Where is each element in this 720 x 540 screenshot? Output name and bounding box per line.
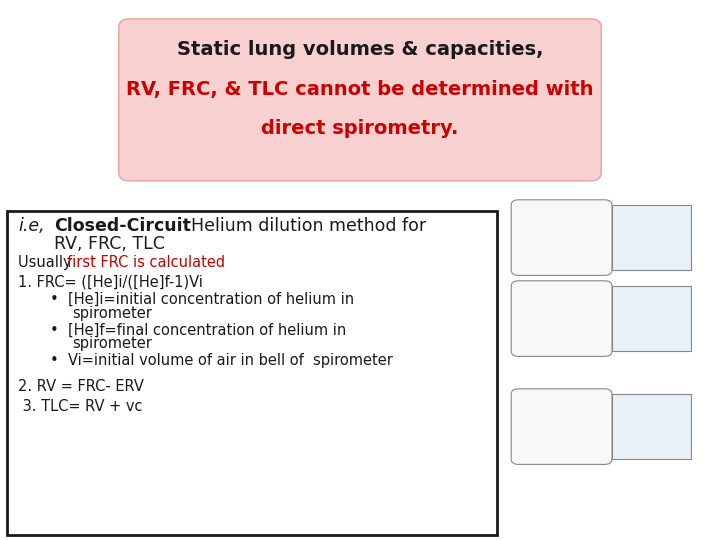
Text: Static lung volumes & capacities,: Static lung volumes & capacities, <box>176 40 544 59</box>
Text: first FRC is calculated: first FRC is calculated <box>67 255 225 271</box>
Text: •  Vi=initial volume of air in bell of  spirometer: • Vi=initial volume of air in bell of sp… <box>50 353 393 368</box>
Text: Usually: Usually <box>18 255 76 271</box>
Text: spirometer: spirometer <box>72 336 152 352</box>
FancyBboxPatch shape <box>612 286 691 351</box>
Text: spirometer: spirometer <box>72 306 152 321</box>
Text: 3. TLC= RV + vc: 3. TLC= RV + vc <box>18 399 143 414</box>
FancyBboxPatch shape <box>612 394 691 459</box>
Text: i.e,: i.e, <box>18 217 45 235</box>
Text: Closed-Circuit: Closed-Circuit <box>54 217 191 235</box>
Text: •  [He]i=initial concentration of helium in: • [He]i=initial concentration of helium … <box>50 292 354 307</box>
FancyBboxPatch shape <box>511 389 612 464</box>
FancyBboxPatch shape <box>119 19 601 181</box>
Text: RV, FRC, TLC: RV, FRC, TLC <box>54 235 165 253</box>
FancyBboxPatch shape <box>511 281 612 356</box>
FancyBboxPatch shape <box>511 200 612 275</box>
FancyBboxPatch shape <box>612 205 691 270</box>
Text: •  [He]f=final concentration of helium in: • [He]f=final concentration of helium in <box>50 323 346 338</box>
Text: 1. FRC= ([He]i/([He]f-1)Vi: 1. FRC= ([He]i/([He]f-1)Vi <box>18 275 203 290</box>
Text: RV, FRC, & TLC cannot be determined with: RV, FRC, & TLC cannot be determined with <box>126 79 594 99</box>
Text: Helium dilution method for: Helium dilution method for <box>191 217 426 235</box>
Text: direct spirometry.: direct spirometry. <box>261 119 459 138</box>
Text: 2. RV = FRC- ERV: 2. RV = FRC- ERV <box>18 379 144 394</box>
FancyBboxPatch shape <box>7 211 497 535</box>
